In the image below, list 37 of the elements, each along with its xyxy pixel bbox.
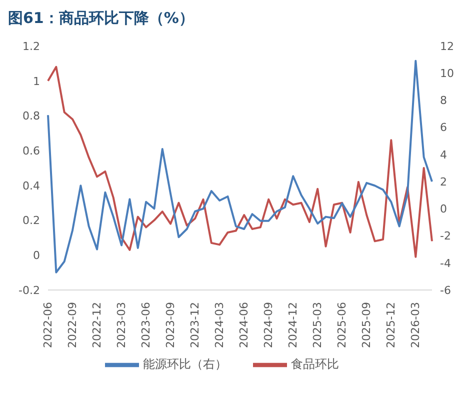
- chart-title: 图61：商品环比下降（%）: [8, 8, 195, 29]
- y2-tick-label: 2: [440, 175, 447, 188]
- x-tick-label: 2024-12: [286, 302, 300, 348]
- x-tick-label: 2026-03: [409, 302, 422, 348]
- x-tick-label: 2022-12: [90, 302, 104, 348]
- y2-tick-label: -2: [440, 230, 451, 243]
- y2-tick-label: -4: [440, 256, 451, 270]
- x-tick-label: 2024-03: [213, 302, 226, 348]
- y-tick-label: 0: [33, 249, 40, 262]
- y-tick-label: 0.2: [22, 214, 40, 228]
- x-tick-label: 2023-09: [164, 302, 178, 348]
- y2-tick-label: 12: [440, 40, 454, 53]
- x-tick-label: 2022-06: [42, 302, 54, 348]
- y2-tick-label: 10: [440, 67, 454, 80]
- x-tick-label: 2025-03: [311, 302, 324, 348]
- y2-tick-label: 4: [440, 148, 447, 162]
- x-tick-label: 2023-03: [115, 302, 128, 348]
- x-tick-label: 2022-09: [66, 302, 80, 348]
- y-tick-label: 1: [33, 74, 40, 88]
- y2-tick-label: -6: [440, 284, 451, 297]
- y-tick-label: 0.4: [22, 179, 40, 192]
- y2-tick-label: 8: [440, 94, 447, 108]
- legend-label: 能源环比（右）: [143, 357, 227, 372]
- legend-label: 食品环比: [291, 357, 339, 372]
- y2-tick-label: 0: [440, 202, 447, 216]
- x-tick-label: 2024-06: [238, 302, 251, 348]
- x-tick-label: 2025-12: [384, 302, 398, 348]
- x-tick-label: 2023-12: [188, 302, 202, 348]
- y-tick-label: 0.8: [22, 110, 40, 123]
- x-tick-label: 2025-06: [336, 302, 349, 348]
- y-tick-label: -0.2: [18, 284, 40, 297]
- x-tick-label: 2024-09: [262, 302, 276, 348]
- y-tick-label: 0.6: [22, 144, 40, 158]
- y-tick-label: 1.2: [22, 40, 40, 53]
- x-tick-label: 2025-09: [360, 302, 374, 348]
- x-tick-label: 2023-06: [140, 302, 153, 348]
- y2-tick-label: 6: [440, 121, 447, 134]
